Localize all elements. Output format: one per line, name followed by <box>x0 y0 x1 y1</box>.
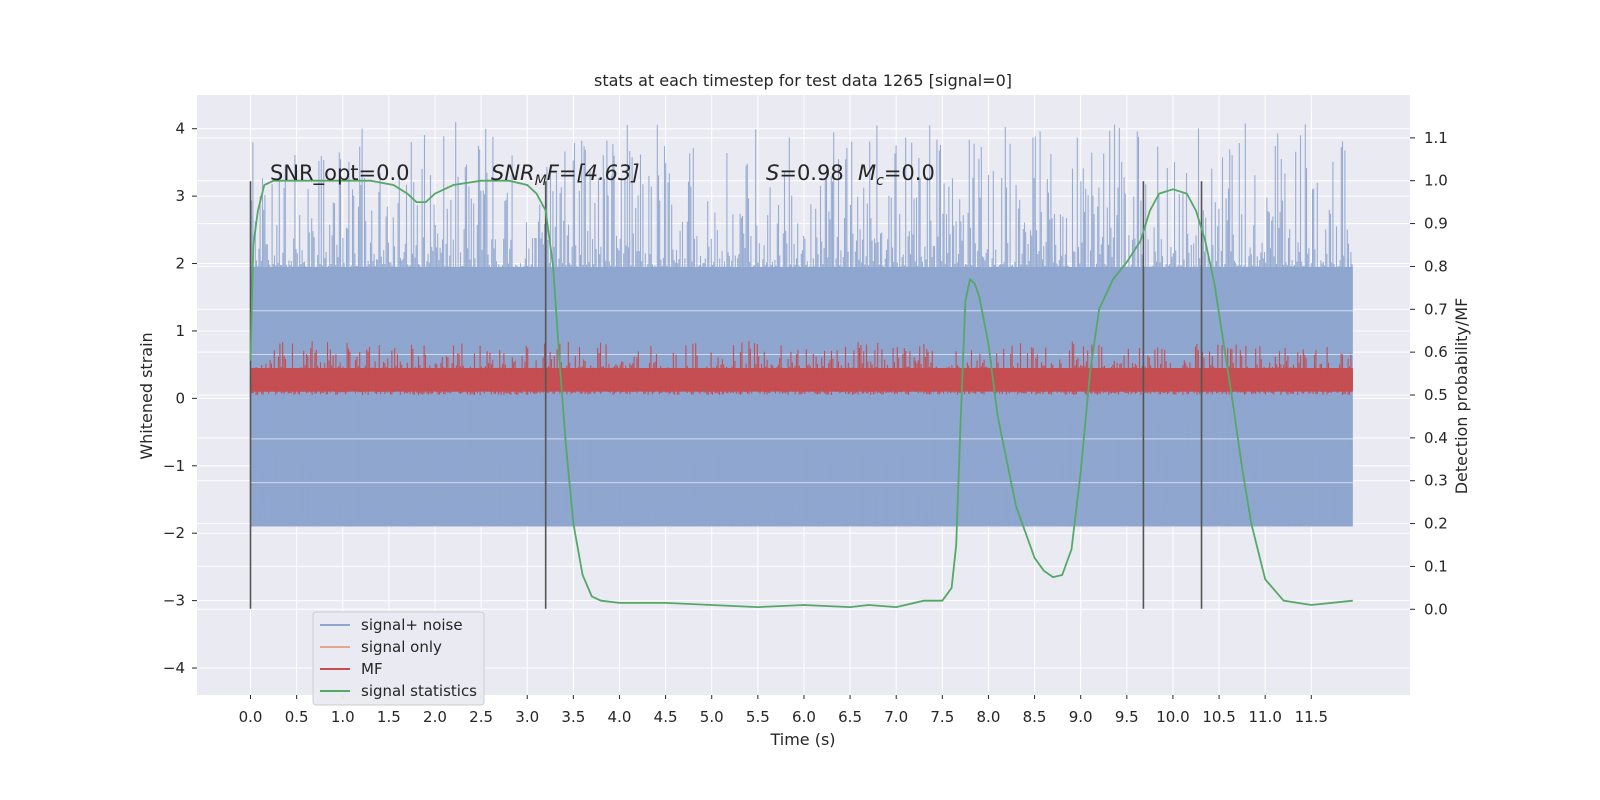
y-tick-label: 1 <box>175 322 185 340</box>
x-tick-label: 11.5 <box>1295 708 1328 726</box>
x-tick-label: 5.5 <box>746 708 770 726</box>
annotation-mc: Mc=0.0 <box>858 161 935 189</box>
x-tick-label: 0.5 <box>285 708 309 726</box>
vertical-markers <box>249 181 1203 609</box>
legend: signal+ noise signal only MF signal stat… <box>312 611 485 706</box>
x-tick-label: 5.0 <box>700 708 724 726</box>
y-tick-label: −2 <box>163 524 185 542</box>
x-tick-label: 9.5 <box>1115 708 1139 726</box>
x-tick-label: 10.0 <box>1156 708 1189 726</box>
y-right-tick-label: 0.1 <box>1424 557 1448 575</box>
y-tick-label: 4 <box>175 120 185 138</box>
legend-label-signal-statistics: signal statistics <box>361 682 477 700</box>
y-right-tick-label: 0.4 <box>1424 429 1448 447</box>
x-tick-label: 10.5 <box>1202 708 1235 726</box>
legend-label-mf: MF <box>361 660 383 678</box>
x-tick-label: 11.0 <box>1248 708 1281 726</box>
mf-series <box>249 341 1353 395</box>
x-tick-labels: 0.0 0.5 1.0 1.5 2.0 2.5 3.0 3.5 4.0 4.5 5.0 5.5 6.0 6… <box>239 695 1328 726</box>
annotation-snr-opt: SNR_opt=0.0 <box>270 161 410 186</box>
y-right-tick-labels: 1.1 1.0 0.9 0.8 0.7 0.6 0.5 0.4 0.3 0.2 0.1 0.0 <box>1410 129 1448 618</box>
x-tick-label: 9.0 <box>1069 708 1093 726</box>
x-tick-label: 0.0 <box>239 708 263 726</box>
y-tick-labels: 4 3 2 1 0 −1 −2 −3 −4 <box>163 120 197 677</box>
y-right-tick-label: 0.6 <box>1424 343 1448 361</box>
y-right-tick-label: 0.8 <box>1424 257 1448 275</box>
annotation-s: S=0.98 <box>766 161 844 185</box>
y-right-tick-label: 1.1 <box>1424 129 1448 147</box>
y-right-tick-label: 0.2 <box>1424 515 1448 533</box>
y-tick-label: 2 <box>175 255 185 273</box>
x-tick-label: 6.5 <box>838 708 862 726</box>
x-tick-label: 8.5 <box>1023 708 1047 726</box>
legend-label-signal-noise: signal+ noise <box>361 616 463 634</box>
y-right-tick-label: 0.7 <box>1424 300 1448 318</box>
y-right-tick-label: 0.5 <box>1424 386 1448 404</box>
legend-box <box>312 611 485 706</box>
y-right-tick-label: 1.0 <box>1424 172 1448 190</box>
x-tick-label: 2.5 <box>469 708 493 726</box>
y-right-axis-label: Detection probability/MF <box>1452 298 1471 495</box>
y-axis-label: Whitened strain <box>137 332 156 459</box>
y-tick-label: 3 <box>175 187 185 205</box>
x-tick-label: 8.0 <box>977 708 1001 726</box>
signal-statistics-series <box>249 179 1353 609</box>
x-tick-label: 2.0 <box>423 708 447 726</box>
x-tick-label: 1.5 <box>377 708 401 726</box>
y-tick-label: −4 <box>163 659 185 677</box>
x-tick-label: 7.5 <box>930 708 954 726</box>
x-tick-label: 4.5 <box>654 708 678 726</box>
y-right-tick-label: 0.3 <box>1424 472 1448 490</box>
y-tick-label: −1 <box>163 457 185 475</box>
x-tick-label: 4.0 <box>608 708 632 726</box>
y-right-tick-label: 0.0 <box>1424 600 1448 618</box>
y-tick-label: −3 <box>163 592 185 610</box>
x-tick-label: 3.0 <box>515 708 539 726</box>
x-tick-label: 1.0 <box>331 708 355 726</box>
x-tick-label: 6.0 <box>792 708 816 726</box>
annotation-snr-mf: SNRMF=[4.63] <box>491 161 640 189</box>
x-axis-label: Time (s) <box>769 730 835 749</box>
x-tick-label: 7.0 <box>884 708 908 726</box>
legend-label-signal-only: signal only <box>361 638 442 656</box>
x-tick-label: 3.5 <box>561 708 585 726</box>
y-tick-label: 0 <box>175 389 185 407</box>
y-right-tick-label: 0.9 <box>1424 215 1448 233</box>
chart-title: stats at each timestep for test data 126… <box>594 71 1012 90</box>
signal-noise-series <box>249 122 1353 527</box>
